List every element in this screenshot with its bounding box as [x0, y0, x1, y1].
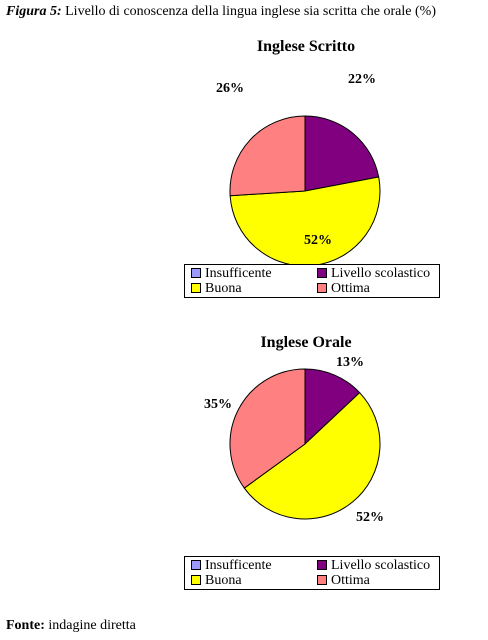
legend-swatch [317, 268, 327, 278]
legend-item-livello-scolastico: Livello scolastico [317, 558, 430, 574]
legend-swatch [317, 560, 327, 570]
figure-caption-label: Figura 5: [6, 4, 62, 19]
legend-swatch [191, 283, 201, 293]
slice-label-livello-scolastico: 13% [336, 355, 364, 370]
legend-item-ottima: Ottima [317, 573, 370, 589]
legend-item-livello-scolastico: Livello scolastico [317, 266, 430, 282]
pie-slices [229, 115, 381, 267]
legend-item-insufficente: Insufficente [191, 558, 272, 574]
chart-legend: Insufficente Livello scolastico Buona Ot… [184, 264, 440, 298]
slice-label-buona: 52% [356, 510, 384, 525]
slice-label-ottima: 35% [204, 397, 232, 412]
source-text: indagine diretta [48, 618, 136, 633]
legend-swatch [317, 283, 327, 293]
legend-label: Livello scolastico [331, 266, 431, 281]
legend-swatch [191, 575, 201, 585]
legend-item-ottima: Ottima [317, 281, 370, 297]
slice-label-livello-scolastico: 22% [348, 72, 376, 87]
slice-label-ottima: 26% [216, 81, 244, 96]
legend-swatch [317, 575, 327, 585]
chart-title: Inglese Orale [260, 334, 352, 351]
legend-swatch [191, 560, 201, 570]
pie-slice-livello-scolastico [304, 368, 361, 446]
pie-chart-scritto: Inglese Scritto 22% 52% 26% Insufficente… [0, 38, 488, 306]
pie-slice-ottima [229, 115, 306, 197]
source-footer: Fonte: indagine diretta [6, 618, 136, 634]
legend-label: Buona [205, 573, 242, 588]
pie-orale-svg [229, 368, 381, 520]
pie-slice-ottima [229, 368, 306, 489]
legend-item-buona: Buona [191, 281, 242, 297]
legend-label: Insufficente [205, 558, 272, 573]
legend-item-buona: Buona [191, 573, 242, 589]
pie-chart-orale: Inglese Orale 13% 52% 35% Insufficente L… [0, 334, 488, 596]
pie-slice-livello-scolastico [304, 115, 380, 192]
pie-slice-buona [243, 391, 381, 520]
legend-label: Ottima [331, 281, 370, 296]
figure-caption: Figura 5: Livello di conoscenza della li… [6, 4, 436, 20]
pie-slices [229, 368, 381, 520]
legend-label: Insufficente [205, 266, 272, 281]
chart-title: Inglese Scritto [256, 38, 356, 55]
figure-caption-text: Livello di conoscenza della lingua ingle… [65, 4, 436, 19]
legend-swatch [191, 268, 201, 278]
pie-scritto-svg [229, 115, 381, 267]
legend-label: Buona [205, 281, 242, 296]
chart-legend: Insufficente Livello scolastico Buona Ot… [184, 556, 440, 590]
legend-label: Livello scolastico [331, 558, 431, 573]
source-label: Fonte: [6, 618, 45, 633]
legend-item-insufficente: Insufficente [191, 266, 272, 282]
legend-label: Ottima [331, 573, 370, 588]
slice-label-buona: 52% [304, 233, 332, 248]
